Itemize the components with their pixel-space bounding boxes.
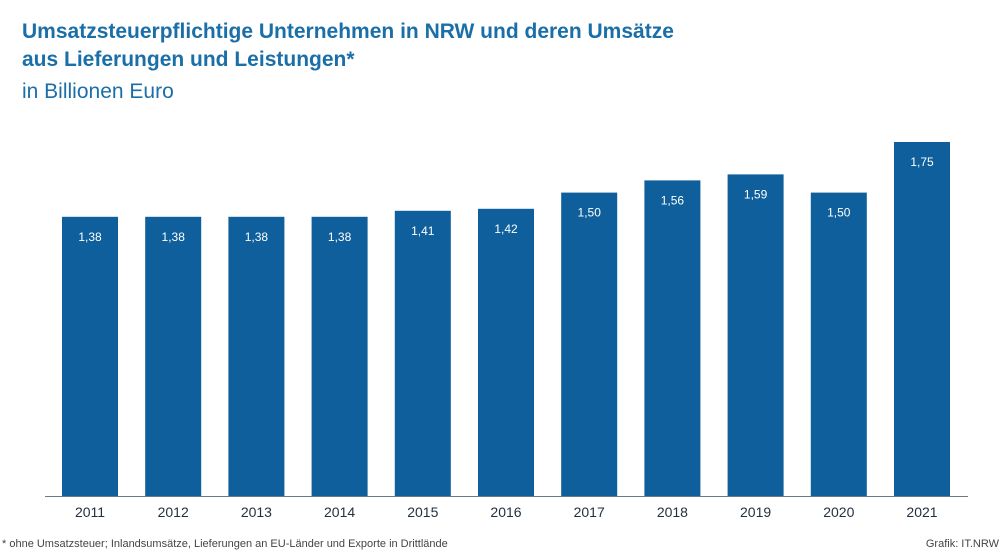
bar-2017	[561, 192, 618, 496]
data-label-2012: 1,38	[162, 230, 186, 244]
x-tick-label-2012: 2012	[158, 504, 189, 520]
data-label-2017: 1,50	[578, 206, 602, 220]
x-tick-label-2019: 2019	[740, 504, 771, 520]
x-tick-label-2013: 2013	[241, 504, 272, 520]
data-label-2021: 1,75	[910, 155, 934, 169]
data-label-2013: 1,38	[245, 230, 269, 244]
bar-2020	[810, 192, 867, 496]
x-tick-label-2020: 2020	[823, 504, 854, 520]
x-tick-label-2018: 2018	[657, 504, 688, 520]
chart-subtitle: in Billionen Euro	[22, 80, 174, 103]
x-tick-label-2011: 2011	[75, 504, 105, 520]
bar-2014	[311, 216, 368, 497]
chart-title: Umsatzsteuerpflichtige Unternehmen in NR…	[22, 20, 674, 71]
data-label-2015: 1,41	[411, 224, 435, 238]
data-label-2011: 1,38	[78, 230, 102, 244]
source-credit: Grafik: IT.NRW	[925, 538, 999, 550]
bar-2013	[228, 216, 285, 497]
x-tick-label-2016: 2016	[490, 504, 521, 520]
bar-2015	[394, 210, 451, 497]
data-label-2020: 1,50	[827, 206, 851, 220]
data-label-2016: 1,42	[494, 222, 518, 236]
footnote: * ohne Umsatzsteuer; Inlandsumsätze, Lie…	[2, 538, 448, 550]
bar-2021	[894, 142, 950, 496]
data-label-2018: 1,56	[661, 193, 685, 207]
data-label-2014: 1,38	[328, 230, 352, 244]
bar-2018	[644, 180, 701, 496]
x-tick-label-2015: 2015	[407, 504, 438, 520]
x-tick-label-2021: 2021	[906, 504, 937, 520]
bar-2011	[62, 216, 118, 497]
bar-2012	[145, 216, 202, 497]
bar-2016	[478, 208, 534, 497]
data-label-2019: 1,59	[744, 187, 768, 201]
bar-2019	[727, 174, 784, 496]
x-tick-label-2017: 2017	[574, 504, 605, 520]
x-tick-label-2014: 2014	[324, 504, 355, 520]
